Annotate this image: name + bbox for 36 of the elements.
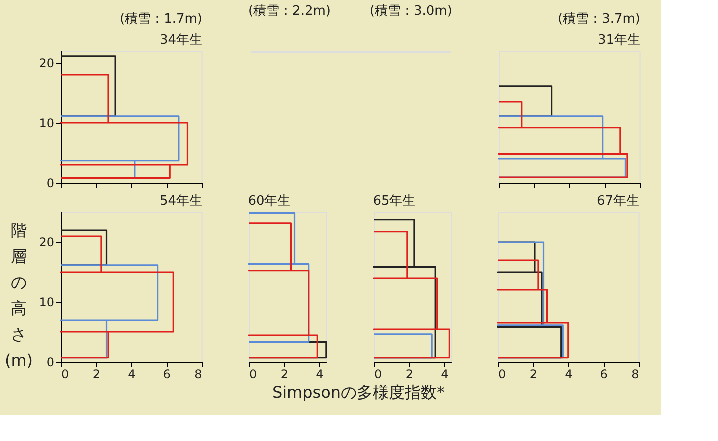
chart-subtitle: (積雪：2.2m) bbox=[248, 4, 331, 19]
x-tick-label: 2 bbox=[92, 368, 101, 382]
chart-title: 67年生 bbox=[596, 194, 640, 209]
chart-subtitle: (積雪：3.0m) bbox=[370, 4, 452, 19]
y-tick-label: 20 bbox=[39, 56, 54, 70]
y-tick-label: 10 bbox=[39, 296, 54, 310]
line-series bbox=[60, 236, 174, 359]
x-tick-label: 4 bbox=[316, 368, 324, 382]
x-axis-title: Simpsonの多様度指数* bbox=[272, 383, 446, 402]
y-tick-label: 0 bbox=[46, 176, 54, 190]
x-tick-label: 2 bbox=[530, 368, 538, 382]
x-tick-label: 4 bbox=[441, 368, 449, 382]
x-tick-label: 0 bbox=[250, 368, 258, 382]
chart-title: 31年生 bbox=[598, 33, 640, 48]
x-tick-label: 4 bbox=[565, 368, 573, 382]
x-tick-label: 0 bbox=[498, 368, 506, 382]
x-tick-label: 2 bbox=[280, 368, 289, 382]
x-tick-label: 0 bbox=[62, 368, 70, 382]
x-tick-label: 6 bbox=[600, 368, 608, 382]
chart-title: 65年生 bbox=[373, 194, 416, 209]
x-tick-label: 8 bbox=[194, 368, 202, 382]
y-tick-label: 0 bbox=[46, 356, 54, 370]
x-tick-label: 4 bbox=[128, 368, 136, 382]
y-tick-label: 10 bbox=[39, 116, 54, 130]
x-tick-label: 0 bbox=[374, 368, 382, 382]
chart-subtitle: (積雪：1.7m) bbox=[120, 12, 202, 27]
line-series bbox=[60, 74, 189, 179]
chart-title: 60年生 bbox=[248, 194, 291, 209]
x-tick-label: 6 bbox=[163, 368, 171, 382]
x-tick-label: 2 bbox=[406, 368, 414, 382]
chart-title: 54年生 bbox=[160, 194, 202, 209]
chart-title: 34年生 bbox=[160, 33, 202, 48]
x-tick-label: 8 bbox=[632, 368, 640, 382]
y-tick-label: 20 bbox=[39, 236, 54, 250]
y-axis-title: 階層の高さ (m) bbox=[4, 221, 34, 370]
chart-subtitle: (積雪：3.7m) bbox=[558, 12, 640, 27]
